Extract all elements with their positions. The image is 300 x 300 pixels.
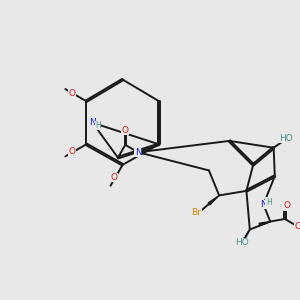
Text: H: H xyxy=(266,198,272,207)
Text: O: O xyxy=(68,89,76,98)
Text: O: O xyxy=(283,201,290,210)
Text: HO: HO xyxy=(279,134,293,143)
Text: O: O xyxy=(294,222,300,231)
Text: O: O xyxy=(68,147,76,156)
Text: O: O xyxy=(122,126,129,135)
Polygon shape xyxy=(259,221,270,226)
Text: H: H xyxy=(95,121,101,130)
Text: N: N xyxy=(260,200,267,209)
Polygon shape xyxy=(208,195,219,205)
Text: N: N xyxy=(89,118,96,127)
Text: N: N xyxy=(135,148,142,157)
Text: O: O xyxy=(110,173,117,182)
Text: HO: HO xyxy=(235,238,249,247)
Text: Br: Br xyxy=(191,208,201,217)
